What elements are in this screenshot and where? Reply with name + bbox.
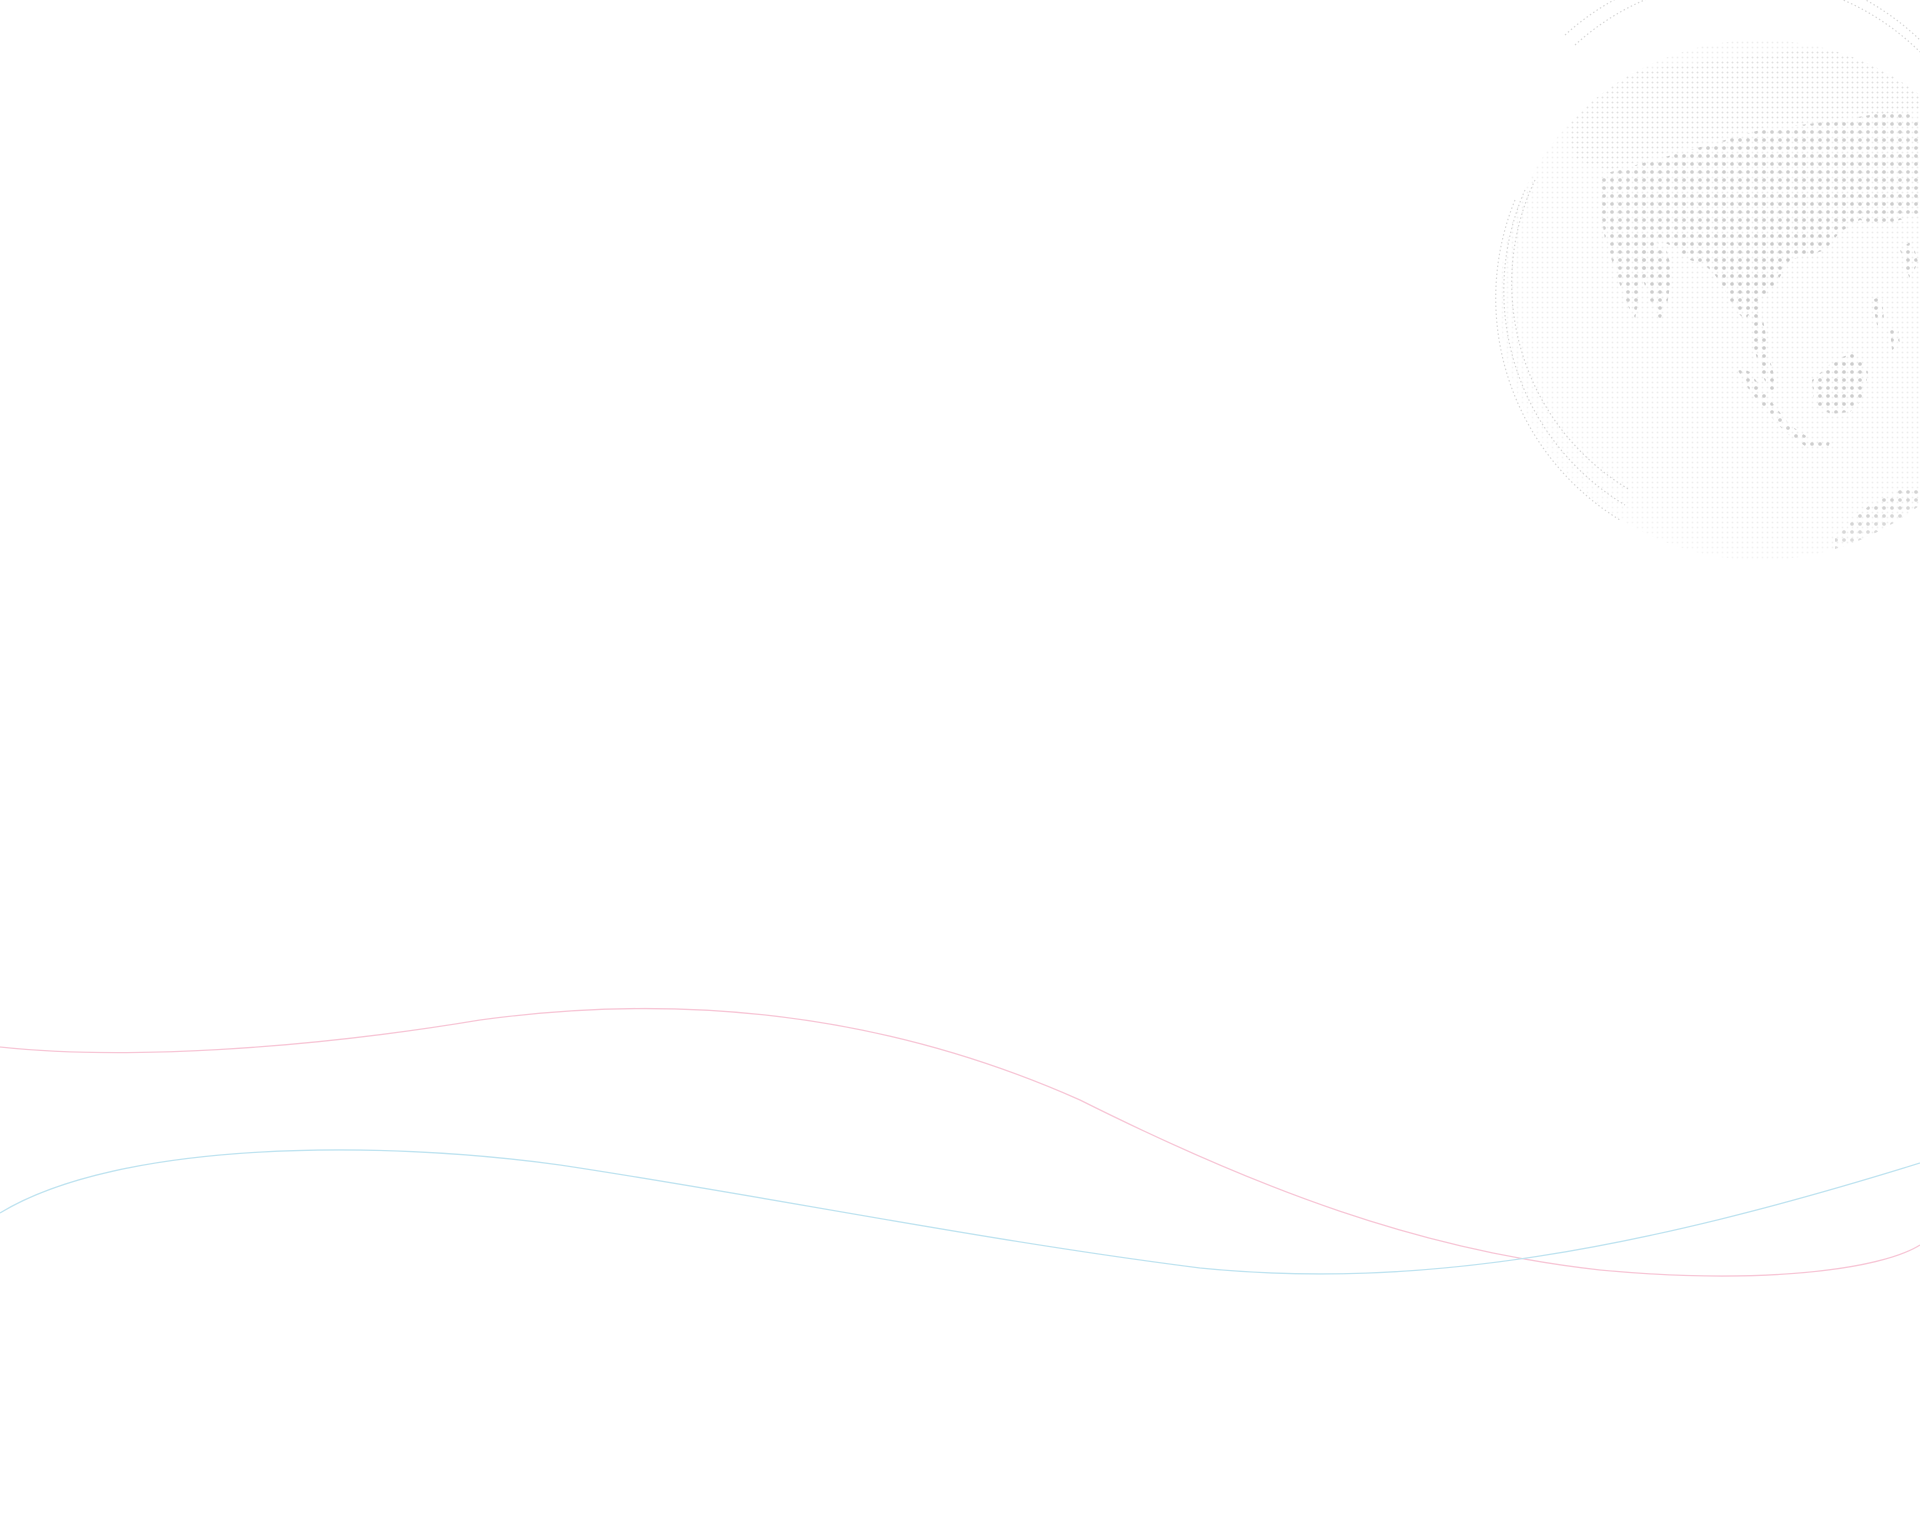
pink-wave [0,1007,1920,1277]
globe-rim [1495,0,1920,521]
blue-wave [0,1149,1920,1275]
dotted-globe-icon [1500,40,1920,560]
